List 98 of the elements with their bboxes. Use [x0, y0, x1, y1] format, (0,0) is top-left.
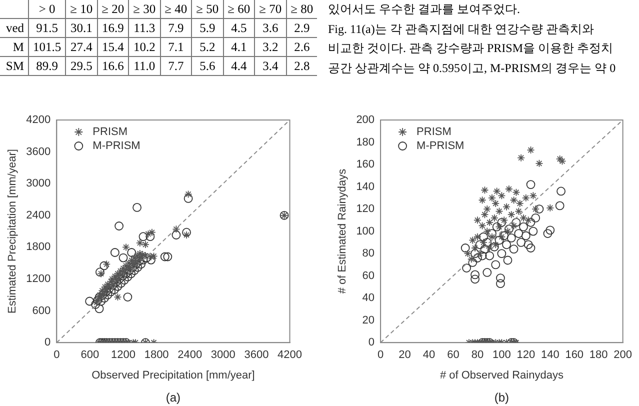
x-tick-label: 2400 — [178, 349, 202, 362]
point — [519, 222, 528, 232]
point — [497, 249, 506, 258]
y-tick-label: 0 — [44, 336, 51, 349]
point — [514, 229, 524, 238]
x-tick-label: 600 — [80, 349, 100, 362]
point — [460, 244, 470, 252]
point — [526, 244, 536, 252]
point — [526, 218, 536, 227]
y-tick-label: 180 — [356, 136, 375, 148]
legend-label: M-PRISM — [416, 140, 464, 152]
x-tick-label: 0 — [54, 349, 60, 362]
point — [462, 264, 472, 272]
point — [526, 180, 536, 190]
caption: Fig. 11(a)는 각 관측지점에 대한 연강수량 관측치와 — [328, 20, 595, 38]
point — [470, 249, 480, 258]
x-tick-label: 20 — [398, 349, 411, 362]
point — [556, 186, 566, 196]
point — [524, 240, 533, 250]
y-tick-label: 3600 — [26, 146, 51, 158]
y-tick-label: 3000 — [26, 178, 51, 190]
point — [509, 244, 518, 254]
x-tick-label: 0 — [377, 349, 384, 362]
point — [500, 231, 509, 240]
point — [479, 232, 488, 242]
y-tick-label: 160 — [356, 158, 375, 171]
point — [488, 229, 496, 238]
text: 비교한 것이다. 관측 강수량과 PRISM을 이용한 추정치 — [328, 40, 614, 57]
text: M 101.5 27.4 15.4 10.2 7.1 5.2 4.1 3.2 2.6 — [12, 40, 310, 54]
y-axis-title: Estimated Precipitation [mm/year] — [6, 149, 19, 314]
point — [506, 234, 516, 242]
y-tick-label: 140 — [356, 180, 375, 193]
y-tick-label: 200 — [356, 114, 375, 126]
y-tick-label: 2400 — [26, 209, 51, 222]
x-tick-label: 200 — [614, 349, 632, 362]
x-tick-label: 1200 — [111, 349, 136, 362]
point — [504, 224, 514, 234]
y-tick-label: 60 — [362, 270, 375, 282]
point — [470, 270, 480, 280]
point — [473, 254, 482, 262]
x-tick-label: 60 — [447, 349, 460, 362]
point — [491, 260, 500, 270]
x-axis-title: Observed Precipitation [mm/year] — [92, 369, 255, 382]
point — [482, 238, 492, 247]
x-tick-label: 40 — [422, 349, 436, 362]
text: > 0 ≥ 10 ≥ 20 ≥ 30 ≥ 40 ≥ 50 ≥ 60 ≥ 70 ≥ 80 — [38, 2, 314, 16]
x-tick-label: 3600 — [244, 349, 269, 362]
x-axis-title: # of Observed Rainydays — [440, 369, 564, 382]
y-tick-label: 20 — [362, 314, 375, 326]
legend-label: PRISM — [92, 126, 128, 138]
point — [546, 226, 555, 235]
text: 있어서도 우수한 결과를 보여주었다. — [328, 1, 521, 18]
legend-label: M-PRISM — [92, 140, 140, 152]
text: (b) — [494, 390, 510, 404]
point — [512, 218, 521, 227]
point — [531, 213, 540, 222]
point — [543, 229, 552, 238]
point — [480, 244, 490, 254]
y-axis-title: # of Estimated Rainydays — [336, 168, 349, 294]
text: 공간 상관계수는 약 0.595이고, M-PRISM의 경우는 약 0 — [328, 60, 616, 76]
point — [555, 201, 564, 210]
point — [516, 238, 526, 247]
y-tick-label: 100 — [356, 225, 375, 238]
x-tick-label: 4200 — [278, 349, 302, 362]
x-tick-label: 100 — [492, 349, 511, 362]
point — [502, 240, 511, 250]
point — [485, 251, 494, 260]
text: ved 91.5 30.1 16.9 11.3 7.9 5.9 4.5 3.6 2.9 — [6, 20, 310, 34]
point — [490, 242, 499, 252]
point — [470, 274, 480, 284]
point — [496, 279, 505, 288]
point — [496, 274, 505, 282]
y-tick-label: 1200 — [26, 273, 51, 286]
point — [528, 226, 538, 236]
x-tick-label: 160 — [565, 349, 584, 362]
x-tick-label: 180 — [589, 349, 608, 362]
x-tick-label: 1800 — [144, 349, 169, 362]
point — [494, 236, 504, 245]
point — [492, 222, 502, 232]
text: (a) — [166, 390, 181, 404]
legend-label: PRISM — [416, 126, 452, 138]
text: SM 89.9 29.5 16.6 11.0 7.7 5.6 4.4 3.4 2.8 — [6, 58, 310, 72]
point — [503, 256, 512, 265]
y-tick-label: 0 — [368, 336, 375, 349]
y-tick-label: 4200 — [26, 114, 51, 126]
point — [521, 231, 530, 240]
y-tick-label: 120 — [356, 203, 375, 216]
y-tick-label: 1800 — [26, 241, 51, 254]
point — [497, 218, 506, 227]
point — [478, 251, 487, 260]
x-tick-label: 140 — [540, 349, 560, 362]
x-tick-label: 80 — [471, 349, 484, 362]
y-tick-label: 40 — [362, 292, 375, 304]
y-tick-label: 600 — [32, 304, 51, 317]
x-tick-label: 120 — [516, 349, 536, 362]
y-tick-label: 80 — [362, 248, 375, 260]
x-tick-label: 3000 — [210, 349, 236, 362]
point — [482, 268, 492, 277]
